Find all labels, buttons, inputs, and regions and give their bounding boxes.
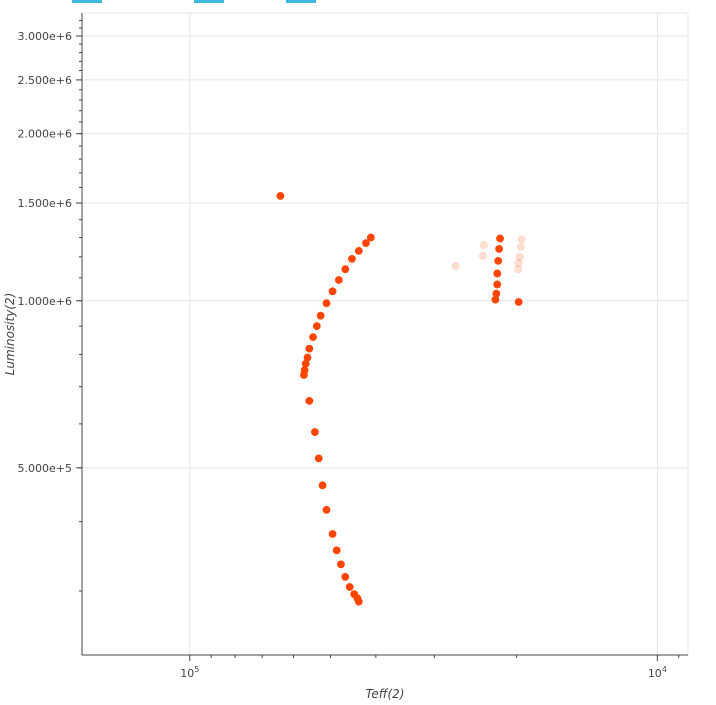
data-point: [495, 245, 503, 253]
data-point: [354, 246, 363, 255]
data-point: [334, 276, 343, 284]
data-point: [348, 254, 356, 263]
data-point: [362, 239, 370, 248]
data-point: [496, 234, 504, 243]
x-tick-label: 104: [648, 665, 667, 680]
data-point: [514, 259, 523, 267]
data-point: [305, 344, 314, 353]
tab-1[interactable]: [72, 0, 102, 3]
data-point: [300, 371, 308, 379]
data-point: [515, 252, 524, 261]
data-point: [493, 280, 502, 289]
y-tick-label: 5.000e+5: [18, 462, 72, 475]
data-point: [322, 505, 331, 514]
x-axis-title: Teff(2): [366, 687, 405, 701]
grid-layer: [81, 12, 689, 656]
data-point: [345, 583, 354, 591]
data-point: [309, 333, 317, 342]
points-layer: [276, 192, 526, 606]
data-point: [516, 243, 525, 251]
tab-3[interactable]: [286, 0, 316, 3]
data-point: [479, 251, 487, 260]
data-point: [332, 546, 341, 555]
axes-layer: 5.000e+5 1.000e+6 1.500e+6 2.000e+6 2.500e+6…: [18, 13, 688, 680]
y-tick-label: 2.000e+6: [18, 128, 72, 141]
data-point: [479, 241, 488, 249]
data-point: [305, 397, 314, 405]
data-point: [301, 359, 310, 368]
data-point: [514, 298, 523, 306]
data-point: [491, 295, 500, 304]
data-point: [514, 265, 523, 274]
tab-2[interactable]: [194, 0, 224, 3]
data-point: [276, 192, 285, 200]
data-point: [328, 287, 337, 296]
y-tick-label: 3.000e+6: [18, 30, 72, 43]
data-point: [341, 573, 350, 581]
y-tick-label: 1.500e+6: [18, 197, 72, 210]
y-tick-label: 1.000e+6: [18, 295, 72, 308]
data-point: [316, 311, 325, 320]
y-axis-title: Luminosity(2): [3, 293, 17, 376]
data-point: [310, 428, 319, 436]
data-point: [318, 481, 327, 490]
data-point: [337, 560, 345, 569]
data-point: [328, 530, 337, 538]
data-point: [314, 454, 323, 463]
data-point: [366, 233, 375, 242]
data-point: [354, 597, 363, 606]
data-point: [494, 256, 503, 265]
data-point: [517, 235, 526, 244]
y-tick-label: 2.500e+6: [18, 74, 72, 87]
plot-frame: [81, 12, 689, 656]
data-point: [451, 262, 460, 270]
data-point: [493, 269, 502, 278]
data-point: [341, 265, 350, 274]
data-point: [312, 322, 321, 331]
data-point: [322, 299, 331, 308]
x-tick-label: 105: [180, 665, 199, 680]
